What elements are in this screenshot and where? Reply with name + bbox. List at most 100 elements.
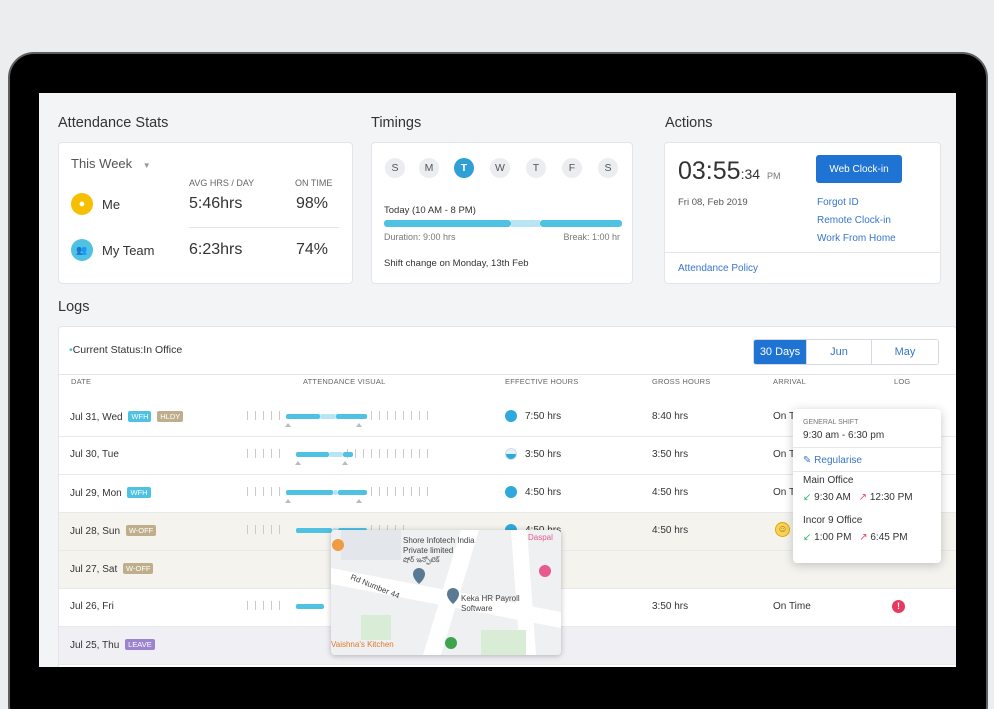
shift-details-popover: GENERAL SHIFT 9:30 am - 6:30 pm ✎ Regula…: [793, 409, 941, 563]
day-sat[interactable]: S: [598, 158, 618, 178]
office-name: Incor 9 Office: [803, 515, 863, 526]
filter-jun[interactable]: Jun: [806, 340, 871, 364]
clock-ampm: PM: [766, 171, 781, 181]
arrival-status: On Time: [773, 601, 811, 612]
arrow-out-icon: ↗: [858, 492, 868, 503]
timings-title: Timings: [371, 115, 422, 131]
effective-hours-icon: [505, 410, 517, 422]
office-name: Main Office: [803, 475, 854, 486]
current-status: •Current Status:In Office: [69, 344, 182, 356]
status-dot-icon: •: [69, 344, 73, 356]
attendance-bar: [286, 490, 333, 495]
effective-hours: 3:50 hrs: [525, 449, 562, 460]
web-clock-in-button[interactable]: Web Clock-in: [816, 155, 902, 183]
map-label-keka: Keka HR Payroll Software: [461, 594, 520, 613]
leave-badge: LEAVE: [125, 639, 155, 650]
attendance-bar: [296, 452, 329, 457]
arrival-status: On T: [773, 411, 796, 422]
row-date-text: Jul 27, Sat: [70, 564, 118, 575]
day-fri[interactable]: F: [562, 158, 582, 178]
week-off-badge: W-OFF: [123, 563, 154, 574]
divider: [793, 471, 941, 472]
timing-bar-first: [384, 220, 511, 227]
attendance-bar: [338, 490, 367, 495]
effective-hours-icon: [505, 448, 517, 460]
timings-card: S M T W T F S Today (10 AM - 8 PM) Durat…: [371, 142, 633, 284]
actions-card: 03:55:34 PM Fri 08, Feb 2019 Web Clock-i…: [664, 142, 941, 284]
shift-label: GENERAL SHIFT: [803, 419, 859, 426]
row-date: Jul 25, Thu LEAVE: [70, 639, 155, 651]
logs-card: •Current Status:In Office 30 Days Jun Ma…: [58, 326, 956, 667]
gross-hours: 4:50 hrs: [652, 525, 689, 536]
arrow-in-icon: ↙: [803, 532, 812, 543]
office-times: ↙ 9:30 AM ↗ 12:30 PM: [803, 492, 913, 503]
attendance-bar-break: [329, 452, 343, 457]
divider: [59, 374, 956, 375]
week-off-badge: W-OFF: [125, 525, 157, 536]
logs-title: Logs: [58, 299, 90, 315]
office-out-time: 6:45 PM: [870, 532, 908, 543]
day-wed[interactable]: W: [490, 158, 510, 178]
row-date: Jul 30, Tue: [70, 449, 119, 460]
arrow-in-icon: ↙: [803, 492, 812, 503]
period-dropdown[interactable]: This Week ▼: [71, 156, 151, 171]
row-date: Jul 27, Sat W-OFF: [70, 563, 154, 575]
forgot-id-link[interactable]: Forgot ID: [817, 197, 859, 208]
team-avg-hours: 6:23hrs: [189, 241, 243, 258]
header-gross-hours: GROSS HOURS: [652, 377, 711, 386]
me-avg-hours: 5:46hrs: [189, 195, 243, 212]
remote-clock-in-link[interactable]: Remote Clock-in: [817, 215, 891, 226]
day-sun[interactable]: S: [385, 158, 405, 178]
day-tue[interactable]: T: [454, 158, 474, 178]
wfh-badge: WFH: [128, 411, 152, 422]
office-out-time: 12:30 PM: [869, 492, 913, 503]
alert-icon[interactable]: !: [892, 600, 905, 613]
row-date: Jul 31, Wed WFH HLDY: [70, 411, 184, 423]
filter-30-days[interactable]: 30 Days: [754, 340, 806, 364]
timing-bar-second: [540, 220, 622, 227]
smiley-icon: ☺: [775, 522, 790, 537]
marker-icon: [356, 499, 362, 503]
map-label-kitchen: Vaishna's Kitchen: [331, 640, 394, 649]
gross-hours: 4:50 hrs: [652, 487, 689, 498]
effective-hours: 4:50 hrs: [525, 487, 562, 498]
work-from-home-link[interactable]: Work From Home: [817, 233, 896, 244]
avg-hrs-header: AVG HRS / DAY: [189, 178, 255, 188]
location-map-popover[interactable]: Shore Infotech India Private limited షోర…: [331, 530, 561, 655]
header-attendance-visual: ATTENDANCE VISUAL: [303, 377, 386, 386]
map-label-telugu: షోర్ ఇన్ఫోటెక్: [403, 557, 440, 564]
header-log: LOG: [894, 377, 911, 386]
app-screen: Attendance Stats Timings Actions Logs Th…: [39, 93, 956, 667]
arrival-status: On T: [773, 449, 796, 460]
header-arrival: ARRIVAL: [773, 377, 806, 386]
pencil-icon: ✎: [803, 455, 812, 466]
office-in-time: 1:00 PM: [814, 532, 852, 543]
current-status-text: Current Status:In Office: [72, 344, 183, 356]
attendance-policy-link[interactable]: Attendance Policy: [678, 263, 759, 274]
filter-may[interactable]: May: [871, 340, 938, 364]
row-date-text: Jul 28, Sun: [70, 526, 121, 537]
divider: [189, 227, 339, 228]
on-time-header: ON TIME: [295, 178, 333, 188]
logs-filter-group: 30 Days Jun May: [753, 339, 939, 365]
office-in-time: 9:30 AM: [814, 492, 851, 503]
visual-ticks: [247, 601, 307, 611]
office-times: ↙ 1:00 PM ↗ 6:45 PM: [803, 532, 908, 543]
visual-ticks: [247, 487, 437, 497]
my-team-label: My Team: [102, 243, 155, 258]
row-date-text: Jul 31, Wed: [70, 412, 123, 423]
day-thu[interactable]: T: [526, 158, 546, 178]
divider: [665, 252, 940, 253]
holiday-badge: HLDY: [157, 411, 184, 422]
duration-text: Duration: 9:00 hrs: [384, 232, 456, 242]
regularise-link[interactable]: ✎ Regularise: [803, 455, 862, 466]
attendance-bar: [296, 528, 332, 533]
day-mon[interactable]: M: [419, 158, 439, 178]
attendance-bar: [296, 604, 324, 609]
shift-change-note: Shift change on Monday, 13th Feb: [384, 258, 529, 269]
attendance-bar: [336, 414, 367, 419]
attendance-bar-break: [333, 490, 338, 495]
timing-bar-break: [511, 220, 540, 227]
row-date: Jul 26, Fri: [70, 601, 114, 612]
marker-icon: [356, 423, 362, 427]
